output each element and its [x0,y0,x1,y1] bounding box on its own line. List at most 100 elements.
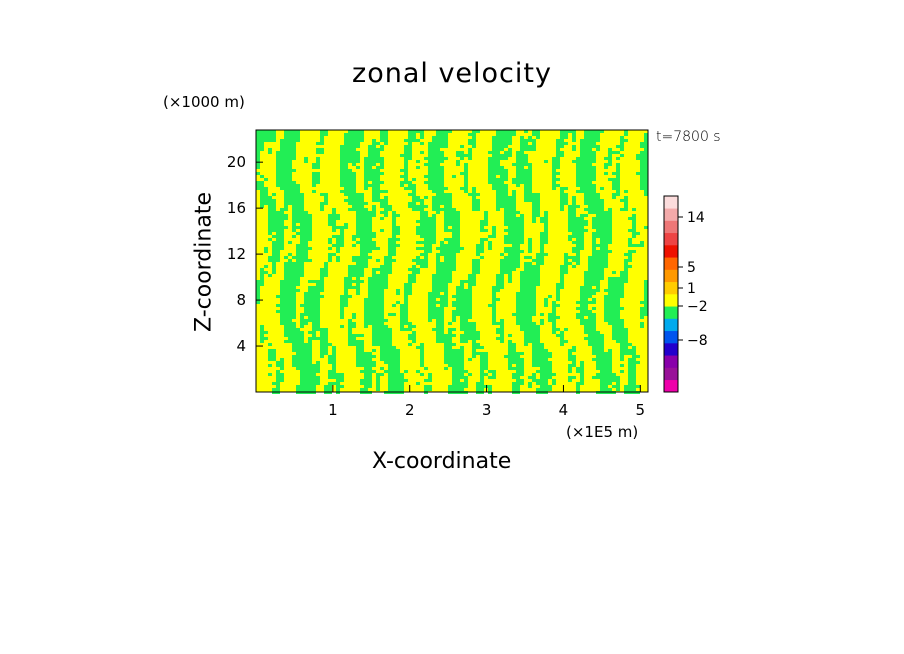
field-cell [296,265,300,268]
field-cell [616,175,620,178]
field-cell [364,226,368,229]
field-cell [584,322,588,325]
field-cell [260,175,264,178]
field-cell [412,331,416,334]
field-cell [620,343,624,346]
field-cell [296,289,300,292]
field-cell [488,376,492,379]
field-cell [268,214,272,217]
field-cell [580,160,584,163]
field-cell [512,238,516,241]
field-cell [584,160,588,163]
field-cell [584,148,588,151]
field-cell [316,172,320,175]
field-cell [540,367,544,370]
field-cell [508,142,512,145]
field-cell [284,331,288,334]
field-cell [576,388,580,391]
field-cell [304,352,308,355]
field-cell [340,151,344,154]
field-cell [312,304,316,307]
field-cell [572,355,576,358]
field-cell [356,361,360,364]
field-cell [504,196,508,199]
field-cell [480,220,484,223]
field-cell [528,265,532,268]
field-cell [372,370,376,373]
field-cell [400,304,404,307]
field-cell [620,325,624,328]
field-cell [292,220,296,223]
field-cell [464,166,468,169]
field-cell [608,229,612,232]
field-cell [300,358,304,361]
field-cell [408,136,412,139]
field-cell [592,196,596,199]
field-cell [492,157,496,160]
field-cell [512,385,516,388]
field-cell [584,178,588,181]
field-cell [308,355,312,358]
field-cell [544,220,548,223]
field-cell [400,382,404,385]
field-cell [264,331,268,334]
field-cell [260,193,264,196]
field-cell [584,319,588,322]
field-cell [360,226,364,229]
field-cell [440,154,444,157]
field-cell [604,373,608,376]
field-cell [416,199,420,202]
field-cell [584,154,588,157]
field-cell [388,256,392,259]
field-cell [580,229,584,232]
field-cell [272,253,276,256]
field-cell [452,361,456,364]
field-cell [604,157,608,160]
field-cell [596,352,600,355]
field-cell [360,370,364,373]
field-cell [320,148,324,151]
field-cell [572,358,576,361]
field-cell [444,295,448,298]
field-cell [584,229,588,232]
field-cell [596,223,600,226]
field-cell [372,355,376,358]
field-cell [624,346,628,349]
field-cell [596,136,600,139]
field-cell [376,181,380,184]
field-cell [524,187,528,190]
field-cell [564,328,568,331]
field-cell [468,151,472,154]
field-cell [436,208,440,211]
field-cell [280,379,284,382]
field-cell [352,145,356,148]
field-cell [284,310,288,313]
field-cell [432,220,436,223]
field-cell [452,364,456,367]
field-cell [364,310,368,313]
field-cell [272,199,276,202]
field-cell [596,259,600,262]
field-cell [560,142,564,145]
field-cell [588,319,592,322]
field-cell [544,214,548,217]
field-cell [584,136,588,139]
field-cell [296,262,300,265]
field-cell [376,190,380,193]
field-cell [608,349,612,352]
field-cell [544,349,548,352]
field-cell [448,238,452,241]
field-cell [600,238,604,241]
field-cell [272,235,276,238]
field-cell [292,340,296,343]
field-cell [316,175,320,178]
field-cell [304,256,308,259]
field-cell [584,187,588,190]
field-cell [596,349,600,352]
field-cell [264,190,268,193]
field-cell [592,223,596,226]
field-cell [612,289,616,292]
field-cell [388,205,392,208]
field-cell [580,361,584,364]
